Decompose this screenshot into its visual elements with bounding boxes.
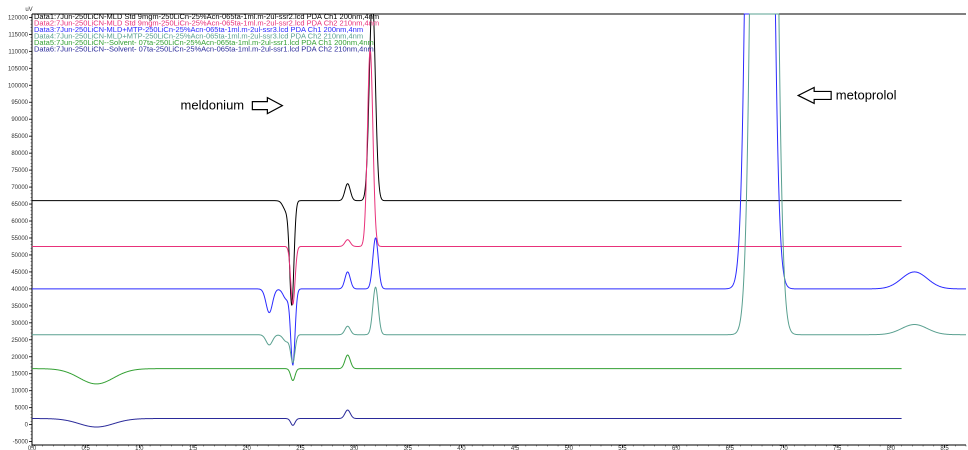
series-line-4	[32, 13, 966, 364]
x-tick-label-11: 5.5	[618, 446, 627, 450]
series-line-1	[32, 13, 902, 307]
y-tick-label-7: 30000	[11, 321, 28, 327]
y-tick-label-12: 55000	[11, 236, 28, 242]
annotation-arrow-2	[796, 86, 832, 105]
legend-entry-6: Data6:7Jun-250LiCN--Solvent- 07ta-250LiC…	[34, 45, 374, 54]
y-tick-label-3: 10000	[11, 389, 28, 395]
y-tick-label-18: 85000	[11, 134, 28, 140]
x-tick-label-17: 8.5	[940, 446, 949, 450]
x-tick-label-0: 0.0	[28, 446, 37, 450]
y-tick-label-15: 70000	[11, 185, 28, 191]
annotation-label-1: meldonium	[181, 98, 245, 113]
series-line-3	[32, 13, 966, 366]
series-line-2	[32, 47, 902, 306]
annotation-layer: meldonium metoprolol	[181, 86, 897, 115]
y-tick-label-23: 110000	[8, 49, 28, 55]
y-tick-label-14: 65000	[11, 202, 28, 208]
y-unit-label: uV	[25, 7, 32, 13]
legend-entry-1: Data1:7Jun-250LiCN-MLD Std 9mgm-250LiCn-…	[34, 12, 379, 21]
y-tick-label-17: 80000	[11, 151, 28, 157]
y-tick-label-11: 50000	[11, 253, 28, 259]
series-layer	[32, 13, 966, 428]
x-tick-label-4: 2.0	[243, 446, 252, 450]
legend-entry-4: Data4:7Jun-250LiCN-MLD+MTP-250LiCn-25%Ac…	[34, 32, 363, 41]
y-tick-label-21: 100000	[8, 83, 29, 89]
y-tick-label-19: 90000	[11, 117, 28, 123]
x-tick-label-10: 5.0	[565, 446, 574, 450]
y-tick-label-8: 35000	[11, 304, 28, 310]
y-tick-label-10: 45000	[11, 270, 28, 276]
legend-entry-2: Data2:7Jun-250LiCN-MLD Std 9mgm-250LiCn-…	[34, 19, 379, 28]
y-tick-label-20: 95000	[11, 100, 28, 106]
x-tick-label-8: 4.0	[457, 446, 466, 450]
y-tick-label-2: 5000	[15, 406, 29, 412]
y-tick-label-24: 115000	[8, 32, 28, 38]
annotation-arrow-1	[251, 96, 284, 115]
y-tick-label-1: 0	[25, 423, 29, 429]
x-tick-label-1: 0.5	[82, 446, 91, 450]
y-tick-label-0: -5000	[13, 440, 29, 446]
y-tick-label-25: 120000	[8, 15, 29, 21]
y-tick-label-5: 20000	[11, 355, 28, 361]
legend-entry-5: Data5:7Jun-250LiCN--Solvent- 07ta-250LiC…	[34, 38, 374, 47]
x-tick-label-13: 6.5	[726, 446, 735, 450]
y-tick-label-22: 105000	[8, 66, 29, 72]
annotation-label-2: metoprolol	[836, 87, 897, 102]
x-tick-label-6: 3.0	[350, 446, 359, 450]
y-tick-label-9: 40000	[11, 287, 28, 293]
y-tick-label-13: 60000	[11, 219, 28, 225]
y-tick-label-16: 75000	[11, 168, 28, 174]
y-tick-label-4: 15000	[11, 372, 28, 378]
legend-entry-3: Data3:7Jun-250LiCN-MLD+MTP-250LiCn-25%Ac…	[34, 25, 363, 34]
x-tick-label-5: 2.5	[296, 446, 305, 450]
series-line-6	[32, 409, 902, 428]
x-tick-label-14: 7.0	[779, 446, 788, 450]
x-tick-label-15: 7.5	[833, 446, 842, 450]
axes-layer: uV -5000 0 5000 10000 15000 20000 25000 30000 350…	[8, 7, 967, 450]
x-tick-label-2: 1.0	[135, 446, 144, 450]
series-line-5	[32, 354, 902, 385]
x-tick-label-9: 4.5	[511, 446, 520, 450]
x-tick-label-3: 1.5	[189, 446, 198, 450]
legend-layer: Data1:7Jun-250LiCN-MLD Std 9mgm-250LiCn-…	[34, 12, 379, 54]
x-tick-label-12: 6.0	[672, 446, 681, 450]
x-tick-label-7: 3.5	[404, 446, 413, 450]
x-tick-label-16: 8.0	[887, 446, 896, 450]
y-tick-label-6: 25000	[11, 338, 28, 344]
